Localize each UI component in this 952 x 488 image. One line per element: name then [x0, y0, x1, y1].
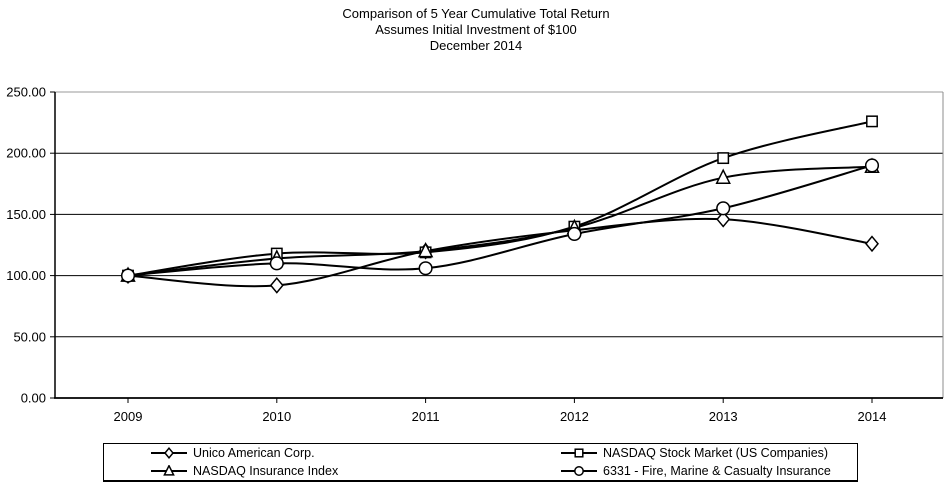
- y-tick-label: 200.00: [6, 146, 46, 161]
- series-line-3: [127, 164, 873, 277]
- circle-marker-icon: [716, 201, 731, 216]
- y-tick-label: 250.00: [6, 85, 46, 100]
- circle-marker-icon: [418, 261, 433, 276]
- x-tick-label: 2014: [858, 409, 887, 424]
- triangle-marker-icon: [715, 168, 731, 184]
- circle-marker-icon: [269, 256, 284, 271]
- circle-marker-icon: [574, 466, 584, 476]
- chart-title-line2: Assumes Initial Investment of $100: [375, 22, 577, 37]
- square-marker-icon: [574, 448, 584, 458]
- legend-item-6331-fire-marine: 6331 - Fire, Marine & Casualty Insurance: [514, 463, 857, 479]
- triangle-marker-icon: [417, 241, 434, 258]
- diamond-marker-icon: [151, 447, 187, 459]
- legend-label-6331-fire-marine: 6331 - Fire, Marine & Casualty Insurance: [603, 464, 831, 478]
- legend-label-nasdaq-insurance: NASDAQ Insurance Index: [193, 464, 339, 478]
- series-line-0: [127, 217, 873, 288]
- circle-marker-icon: [567, 226, 582, 242]
- diamond-marker-icon: [716, 210, 731, 228]
- y-tick-label: 50.00: [13, 329, 46, 344]
- diamond-marker-icon: [865, 235, 879, 253]
- series-line-2: [127, 165, 873, 277]
- series-line-1: [127, 120, 873, 277]
- x-tick-label: 2010: [262, 409, 291, 424]
- square-marker-icon: [717, 152, 730, 165]
- circle-marker-icon: [561, 466, 597, 476]
- triangle-marker-icon: [151, 465, 187, 476]
- legend-item-nasdaq-insurance: NASDAQ Insurance Index: [104, 463, 514, 479]
- x-tick-label: 2011: [412, 409, 440, 424]
- x-tick-label: 2013: [709, 409, 738, 424]
- legend-item-nasdaq-stock-market: NASDAQ Stock Market (US Companies): [514, 445, 857, 461]
- x-tick-label: 2009: [114, 409, 143, 424]
- chart-title-line1: Comparison of 5 Year Cumulative Total Re…: [342, 6, 610, 21]
- y-tick-label: 0.00: [21, 391, 46, 406]
- chart-title-block: Comparison of 5 Year Cumulative Total Re…: [0, 6, 952, 54]
- square-marker-icon: [866, 115, 878, 128]
- diamond-marker-icon: [269, 277, 284, 294]
- y-tick-label: 100.00: [6, 268, 46, 283]
- circle-marker-icon: [120, 268, 136, 283]
- line-chart-plot: 0.00 50.00 100.00 150.00 200.00 250.00 2009 201…: [6, 85, 944, 424]
- chart-legend: Unico American Corp. NASDAQ Stock Market…: [103, 443, 858, 482]
- legend-label-unico: Unico American Corp.: [193, 446, 315, 460]
- x-tick-label: 2012: [560, 409, 589, 424]
- diamond-marker-icon: [164, 447, 174, 459]
- square-marker-icon: [561, 448, 597, 458]
- legend-item-unico: Unico American Corp.: [104, 445, 514, 461]
- triangle-marker-icon: [163, 465, 175, 476]
- circle-marker-icon: [864, 158, 880, 173]
- y-tick-label: 150.00: [6, 207, 46, 222]
- chart-title-line3: December 2014: [429, 38, 523, 53]
- legend-label-nasdaq-stock-market: NASDAQ Stock Market (US Companies): [603, 446, 829, 460]
